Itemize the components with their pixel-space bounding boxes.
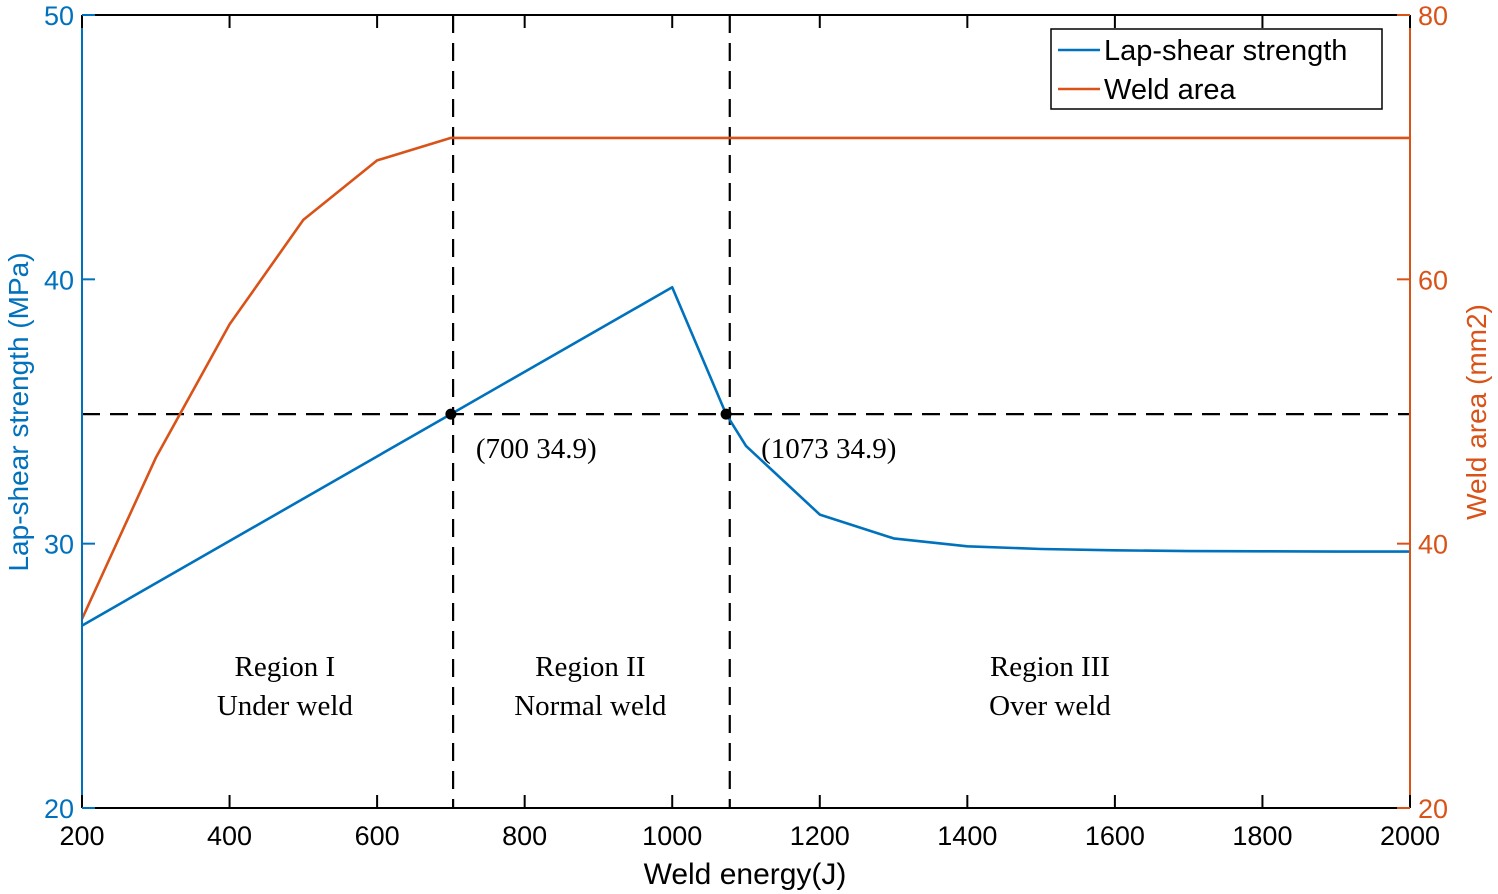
x-tick-label: 2000	[1380, 821, 1440, 851]
y-right-tick-label: 80	[1418, 1, 1448, 31]
x-tick-label: 600	[355, 821, 400, 851]
region-title-3: Region III	[990, 651, 1110, 683]
marker-point-2	[720, 408, 732, 420]
marker-points: (700 34.9) (1073 34.9)	[445, 408, 896, 465]
x-tick-label: 1600	[1085, 821, 1145, 851]
y-right-tick-label: 20	[1418, 794, 1448, 824]
legend-label-2: Weld area	[1104, 74, 1237, 106]
y-left-tick-label: 50	[44, 1, 74, 31]
point-label-1: (700 34.9)	[476, 433, 597, 465]
series-line-weld-area	[80, 136, 1410, 620]
region-subtitle-2: Normal weld	[514, 690, 667, 722]
x-tick-label: 1400	[937, 821, 997, 851]
y-left-tick-label: 20	[44, 794, 74, 824]
point-label-2: (1073 34.9)	[761, 433, 896, 465]
region-labels: Region I Under weld Region II Normal weld Re…	[217, 651, 1111, 722]
region-subtitle-3: Over weld	[989, 690, 1111, 722]
legend-box	[1050, 28, 1383, 110]
region-title-2: Region II	[535, 651, 645, 683]
series-layer	[80, 136, 1410, 627]
legend-label-1: Lap-shear strength	[1104, 35, 1347, 67]
x-tick-label: 200	[59, 821, 104, 851]
x-tick-label: 400	[207, 821, 252, 851]
x-tick-label: 1200	[790, 821, 850, 851]
y-axis-left-label: Lap-shear strength (MPa)	[3, 252, 34, 571]
y-left-tick-label: 40	[44, 265, 74, 295]
legend: Lap-shear strength Weld area	[1050, 28, 1383, 110]
y-right-tick-label: 60	[1418, 265, 1448, 295]
y-axis-right-label: Weld area (mm2)	[1461, 304, 1492, 520]
x-tick-label: 1800	[1232, 821, 1292, 851]
region-subtitle-1: Under weld	[217, 690, 354, 722]
region-title-1: Region I	[235, 651, 336, 683]
x-tick-label: 1000	[642, 821, 702, 851]
marker-point-1	[445, 408, 457, 420]
x-axis-label: Weld energy(J)	[644, 858, 847, 891]
axes: 200 400 600 800 1000 1200 1400 1600 1800 20002030…	[44, 1, 1448, 851]
x-tick-label: 800	[502, 821, 547, 851]
y-left-tick-label: 30	[44, 530, 74, 560]
series-line-lap-shear-strength	[81, 285, 1410, 627]
y-right-tick-label: 40	[1418, 530, 1448, 560]
